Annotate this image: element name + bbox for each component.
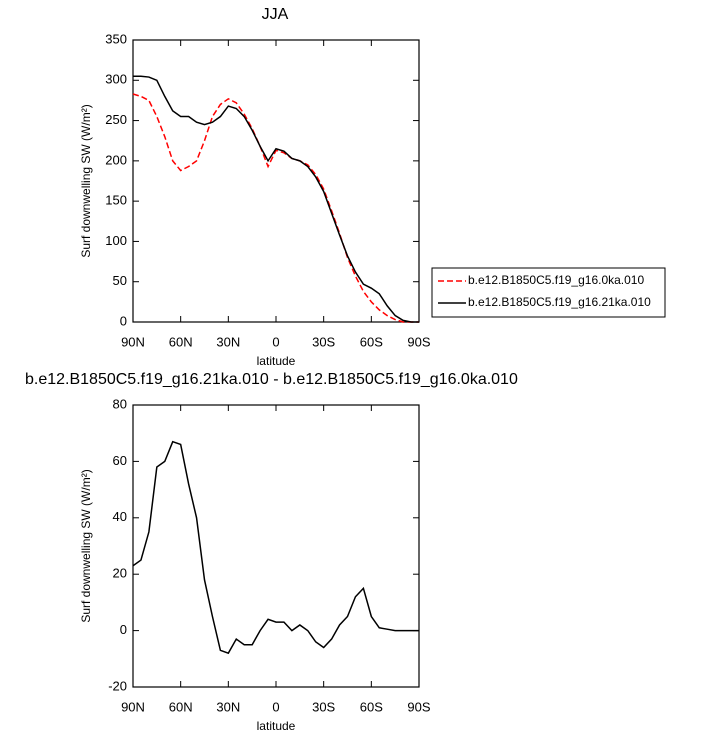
- x-axis-label: latitude: [257, 719, 296, 733]
- line-series: [132, 93, 419, 323]
- line-series: [133, 75, 419, 323]
- x-tick-label: 90S: [407, 334, 430, 349]
- y-tick-label: 50: [113, 273, 127, 288]
- y-tick-label: 60: [113, 453, 127, 468]
- x-tick-label: 0: [272, 699, 279, 714]
- x-axis-label: latitude: [257, 354, 296, 368]
- legend-label: b.e12.B1850C5.f19_g16.0ka.010: [468, 273, 644, 287]
- y-tick-label: 0: [120, 313, 127, 328]
- line-series: [132, 440, 419, 655]
- x-tick-label: 0: [272, 334, 279, 349]
- y-tick-label: 0: [120, 622, 127, 637]
- y-tick-label: 80: [113, 396, 127, 411]
- y-tick-label: 40: [113, 509, 127, 524]
- legend-box: [431, 267, 666, 318]
- x-tick-label: 60N: [169, 334, 193, 349]
- y-tick-label: 300: [105, 72, 127, 87]
- chart-title: JJA: [262, 6, 289, 23]
- x-tick-label: 90S: [407, 699, 430, 714]
- x-tick-label: 90N: [121, 334, 145, 349]
- y-axis-label: Surf downwelling SW (W/m²): [79, 469, 93, 622]
- x-tick-label: 30N: [216, 699, 240, 714]
- y-tick-label: 150: [105, 193, 127, 208]
- y-axis-label: Surf downwelling SW (W/m²): [79, 104, 93, 257]
- plot-frame: [132, 39, 420, 323]
- x-tick-label: 90N: [121, 699, 145, 714]
- y-tick-label: 350: [105, 31, 127, 46]
- x-tick-label: 30S: [312, 334, 335, 349]
- legend-label: b.e12.B1850C5.f19_g16.21ka.010: [468, 295, 651, 309]
- y-tick-label: 250: [105, 112, 127, 127]
- x-tick-label: 30N: [216, 334, 240, 349]
- x-tick-label: 30S: [312, 699, 335, 714]
- x-tick-label: 60N: [169, 699, 193, 714]
- x-tick-label: 60S: [360, 699, 383, 714]
- plot-frame: [132, 404, 420, 688]
- y-tick-label: 20: [113, 566, 127, 581]
- y-tick-label: 100: [105, 233, 127, 248]
- y-tick-label: -20: [108, 678, 127, 693]
- x-tick-label: 60S: [360, 334, 383, 349]
- y-tick-label: 200: [105, 152, 127, 167]
- chart-title: b.e12.B1850C5.f19_g16.21ka.010 - b.e12.B…: [25, 371, 518, 388]
